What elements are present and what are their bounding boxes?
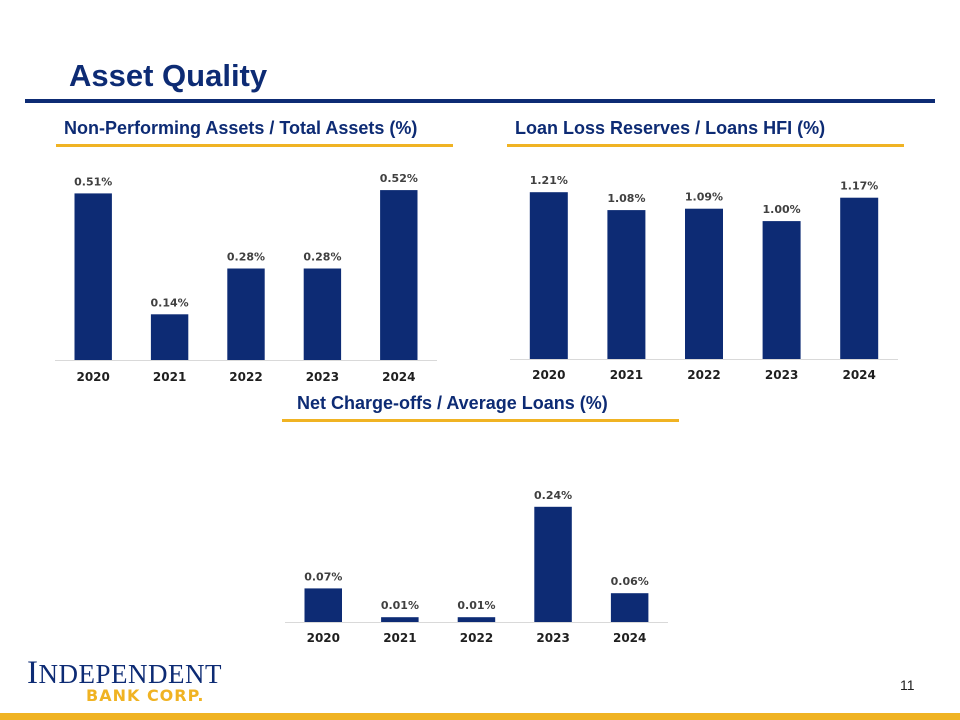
title-divider [25,99,935,103]
company-logo-wordmark: INDEPENDENT [27,655,222,692]
tick-label-2023: 2023 [306,370,339,384]
logo-initial: I [27,655,39,691]
llr-chart-underline [507,144,904,147]
tick-label-2021: 2021 [610,368,643,382]
data-label-2021: 0.01% [381,599,419,612]
data-label-2022: 0.28% [227,251,265,264]
bar-2023 [303,268,342,360]
npa-chart-title: Non-Performing Assets / Total Assets (%) [64,118,418,138]
bar-2022 [685,208,723,359]
tick-label-2021: 2021 [153,370,186,384]
data-label-2023: 1.00% [763,203,801,216]
bar-2021 [607,210,646,359]
nco-chart-title: Net Charge-offs / Average Loans (%) [297,393,608,413]
company-logo-subtitle: BANK CORP. [86,686,205,705]
data-label-2024: 1.17% [840,180,878,193]
footer-accent-bar [0,713,960,720]
data-label-2020: 0.51% [74,175,112,188]
tick-label-2024: 2024 [382,370,415,384]
logo-name: NDEPENDENT [38,659,222,689]
llr-chart-title: Loan Loss Reserves / Loans HFI (%) [515,118,826,138]
tick-label-2022: 2022 [687,368,720,382]
tick-label-2022: 2022 [229,370,262,384]
bar-2022 [227,268,265,360]
bar-2020 [74,193,112,360]
page-number: 11 [900,677,915,693]
bar-2024 [380,190,418,360]
bar-2024 [610,593,649,622]
data-label-2024: 0.52% [380,172,418,185]
tick-label-2024: 2024 [613,631,646,645]
bar-2023 [762,221,801,359]
data-label-2022: 1.09% [685,191,723,204]
data-label-2021: 0.14% [151,296,189,309]
tick-label-2020: 2020 [532,368,565,382]
data-label-2022: 0.01% [457,599,495,612]
bar-2021 [150,314,189,360]
tick-label-2023: 2023 [536,631,569,645]
page-title: Asset Quality [69,58,268,93]
data-label-2020: 1.21% [530,174,568,187]
tick-label-2020: 2020 [307,631,340,645]
tick-label-2020: 2020 [76,370,109,384]
tick-label-2024: 2024 [842,368,875,382]
bar-2020 [529,192,568,359]
data-label-2023: 0.28% [303,251,341,264]
data-label-2023: 0.24% [534,489,572,502]
tick-label-2021: 2021 [383,631,416,645]
npa-chart-underline [56,144,453,147]
tick-label-2022: 2022 [460,631,493,645]
data-label-2024: 0.06% [611,575,649,588]
tick-label-2023: 2023 [765,368,798,382]
bar-2022 [457,617,496,622]
data-label-2021: 1.08% [607,192,645,205]
bar-2020 [304,588,342,622]
nco-chart-underline [282,419,679,422]
bar-2021 [381,617,419,622]
bar-2024 [840,197,879,359]
bar-2023 [534,506,572,622]
data-label-2020: 0.07% [304,570,342,583]
